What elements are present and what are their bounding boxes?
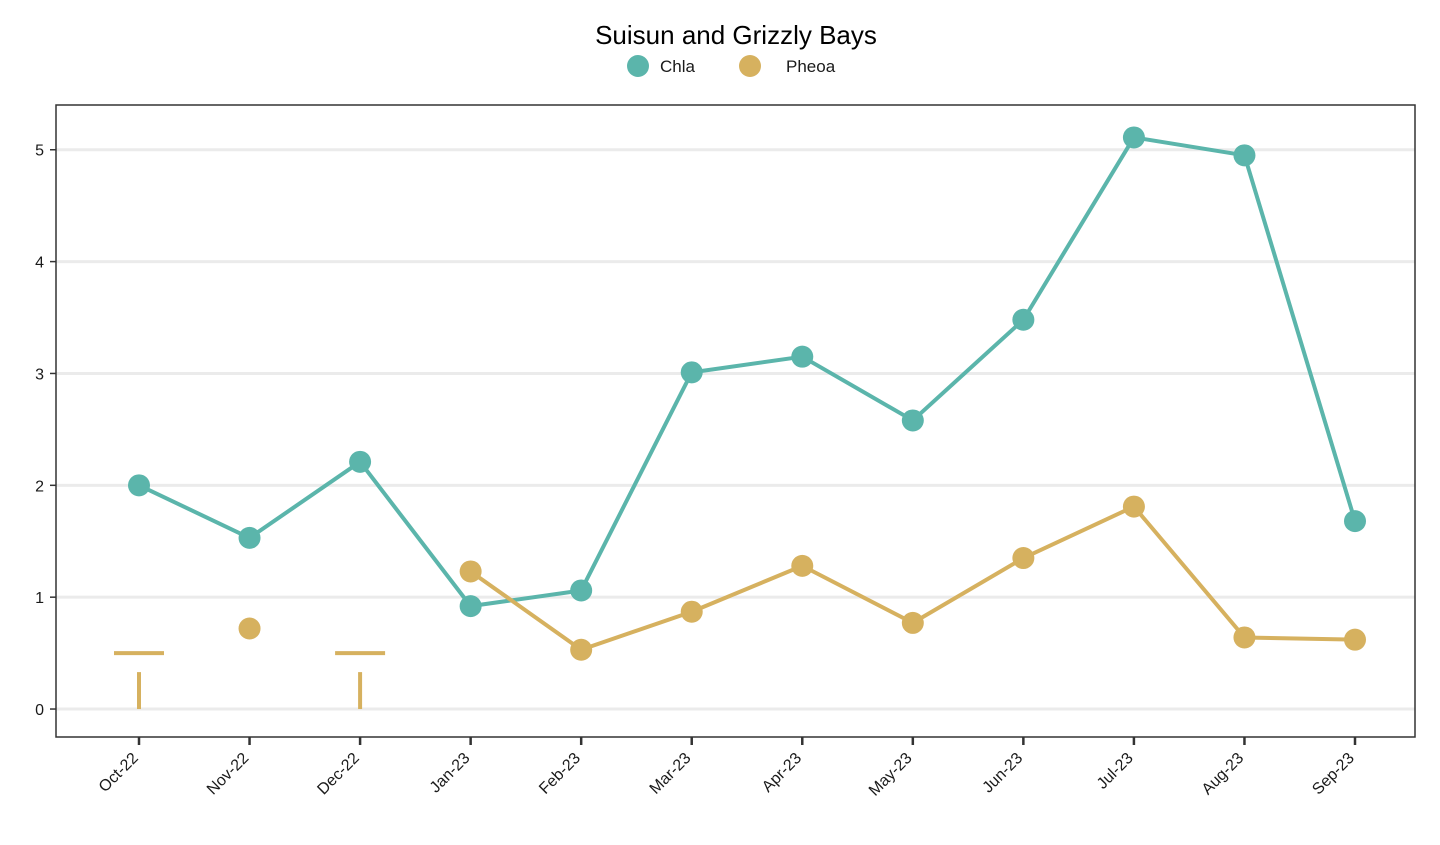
- y-tick-label: 3: [35, 366, 44, 383]
- series-line: [137, 135, 1357, 609]
- x-tick-label: Feb-23: [536, 750, 584, 798]
- y-tick-label: 1: [35, 590, 44, 607]
- legend-item-chla: Chla: [627, 55, 696, 77]
- x-tick-label: Aug-23: [1199, 750, 1248, 799]
- y-tick-label: 2: [35, 478, 44, 495]
- series-pheoa: [114, 495, 1366, 710]
- x-tick-label: Oct-22: [96, 750, 142, 796]
- x-tick-label: Sep-23: [1309, 750, 1358, 799]
- data-point: [1344, 510, 1366, 533]
- x-axis: Oct-22 Nov-22 Dec-22 Jan-23 Feb-23 Mar-23 Apr-…: [96, 737, 1358, 800]
- data-point: [570, 579, 593, 602]
- data-point: [680, 600, 703, 623]
- chart-title: Suisun and Grizzly Bays: [595, 20, 877, 50]
- x-tick-label: May-23: [866, 750, 916, 800]
- y-tick-label: 4: [35, 255, 44, 272]
- data-point: [680, 361, 703, 384]
- data-point: [1233, 144, 1256, 167]
- x-tick-label: Apr-23: [759, 750, 805, 796]
- legend-label: Pheoa: [786, 57, 836, 76]
- data-point: [570, 638, 593, 661]
- data-point: [1122, 495, 1145, 518]
- data-point: [349, 450, 372, 473]
- x-tick-label: Nov-22: [204, 750, 253, 799]
- x-tick-label: Mar-23: [647, 750, 695, 798]
- data-point: [1122, 126, 1145, 149]
- data-point: [238, 617, 261, 640]
- plot-border: [55, 104, 1416, 738]
- y-tick-label: 5: [35, 143, 44, 160]
- series-chla: [128, 126, 1366, 618]
- data-point: [901, 611, 924, 634]
- data-point: [459, 595, 482, 618]
- series-layer: [114, 126, 1366, 710]
- y-axis: 0 1 2 3 4 5: [35, 143, 56, 719]
- data-point: [459, 560, 482, 583]
- x-tick-label: Jun-23: [980, 750, 1027, 797]
- legend: Chla Pheoa: [627, 55, 836, 77]
- legend-item-pheoa: Pheoa: [739, 55, 836, 77]
- data-point: [128, 474, 150, 497]
- data-point: [1012, 547, 1035, 570]
- x-tick-label: Jul-23: [1094, 750, 1137, 793]
- y-tick-label: 0: [35, 702, 44, 719]
- data-point: [1233, 626, 1256, 649]
- legend-label: Chla: [660, 57, 696, 76]
- data-point: [791, 345, 814, 368]
- data-point: [791, 554, 814, 577]
- data-point: [1012, 308, 1035, 331]
- x-tick-label: Jan-23: [427, 750, 474, 797]
- x-tick-label: Dec-22: [314, 750, 363, 799]
- gridlines: [56, 148, 1415, 711]
- legend-marker: [739, 55, 761, 77]
- data-point: [238, 526, 261, 549]
- legend-marker: [627, 55, 649, 77]
- data-point: [901, 409, 924, 432]
- data-point: [1344, 628, 1366, 651]
